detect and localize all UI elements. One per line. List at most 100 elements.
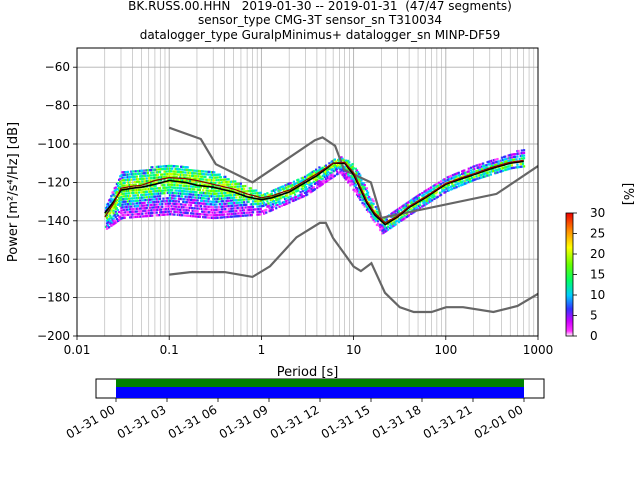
density-cell <box>199 207 203 210</box>
density-cell <box>183 184 186 187</box>
density-cell <box>328 175 331 178</box>
density-cell <box>179 211 183 214</box>
density-cell <box>160 168 163 171</box>
density-cell <box>152 198 155 201</box>
density-cell <box>250 211 253 214</box>
density-cell <box>224 197 227 200</box>
density-cell <box>203 175 206 178</box>
density-cell <box>520 152 523 155</box>
density-cell <box>365 192 369 195</box>
density-cell <box>195 207 198 210</box>
density-cell <box>175 208 178 211</box>
density-cell <box>123 189 126 193</box>
density-cell <box>130 197 133 200</box>
density-cell <box>226 183 229 186</box>
density-cell <box>287 182 290 186</box>
density-cell <box>340 156 343 159</box>
density-cell <box>368 209 371 212</box>
density-cell <box>333 163 336 167</box>
density-cell <box>225 199 228 203</box>
density-cell <box>187 203 190 207</box>
timeline-segments-bar <box>116 387 524 398</box>
density-cell <box>243 206 246 209</box>
density-cell <box>160 208 163 211</box>
density-cell <box>209 189 213 192</box>
density-cell <box>499 162 502 165</box>
density-cell <box>330 160 333 163</box>
density-cell <box>186 198 189 201</box>
density-cell <box>249 208 252 211</box>
density-cell <box>187 187 190 191</box>
y-tick-label: −100 <box>37 137 70 151</box>
density-cell <box>196 204 199 207</box>
density-cell <box>385 229 388 232</box>
density-cell <box>347 181 350 184</box>
density-cell <box>206 194 209 198</box>
density-cell <box>135 188 138 192</box>
density-cell <box>181 181 184 185</box>
density-cell <box>333 166 336 169</box>
density-cell <box>194 172 197 175</box>
density-cell <box>189 204 193 207</box>
density-cell <box>406 201 410 204</box>
density-cell <box>191 190 194 194</box>
density-cell <box>384 227 387 230</box>
density-cell <box>186 190 189 193</box>
density-cell <box>421 205 424 208</box>
density-cell <box>174 181 177 184</box>
density-cell <box>126 211 130 214</box>
density-cell <box>443 188 446 192</box>
density-cell <box>428 189 432 193</box>
density-cell <box>452 176 455 179</box>
density-cell <box>195 210 198 213</box>
density-cell <box>306 190 309 193</box>
density-cell <box>167 164 171 168</box>
density-cell <box>249 192 252 195</box>
density-cell <box>109 214 112 217</box>
density-cell <box>313 188 317 191</box>
density-cell <box>244 214 247 217</box>
density-cell <box>513 153 516 156</box>
density-cell <box>272 189 276 192</box>
density-cell <box>194 196 197 199</box>
density-cell <box>507 154 510 157</box>
density-cell <box>120 190 123 193</box>
density-cell <box>129 202 132 206</box>
density-cell <box>212 211 215 214</box>
density-cell <box>400 206 403 209</box>
density-cell <box>122 187 125 190</box>
density-cell <box>272 200 276 203</box>
density-cell <box>182 179 185 182</box>
density-cell <box>333 158 336 161</box>
density-cell <box>353 190 356 193</box>
density-cell <box>122 184 125 187</box>
density-cell <box>146 214 149 218</box>
density-cell <box>146 212 149 215</box>
density-cell <box>147 196 151 199</box>
density-cell <box>415 195 418 198</box>
density-cell <box>439 182 443 186</box>
density-cell <box>349 176 352 179</box>
density-cell <box>140 207 143 210</box>
density-cell <box>277 198 280 201</box>
density-cell <box>177 203 180 206</box>
density-cell <box>150 182 153 185</box>
density-cell <box>297 189 300 192</box>
density-cell <box>130 216 133 219</box>
density-cell <box>458 179 462 182</box>
density-cell <box>120 195 123 199</box>
density-cell <box>160 176 163 179</box>
y-tick-label: −200 <box>37 329 70 343</box>
density-cell <box>519 154 522 158</box>
density-cell <box>171 202 174 205</box>
density-cell <box>264 203 267 207</box>
density-cell <box>237 201 240 204</box>
density-cell <box>187 214 190 217</box>
density-cell <box>459 181 463 184</box>
density-cell <box>300 196 303 199</box>
density-cell <box>203 210 206 213</box>
density-cell <box>209 170 213 174</box>
density-cell <box>166 207 169 211</box>
density-cell <box>268 210 271 213</box>
density-cell <box>243 201 246 204</box>
